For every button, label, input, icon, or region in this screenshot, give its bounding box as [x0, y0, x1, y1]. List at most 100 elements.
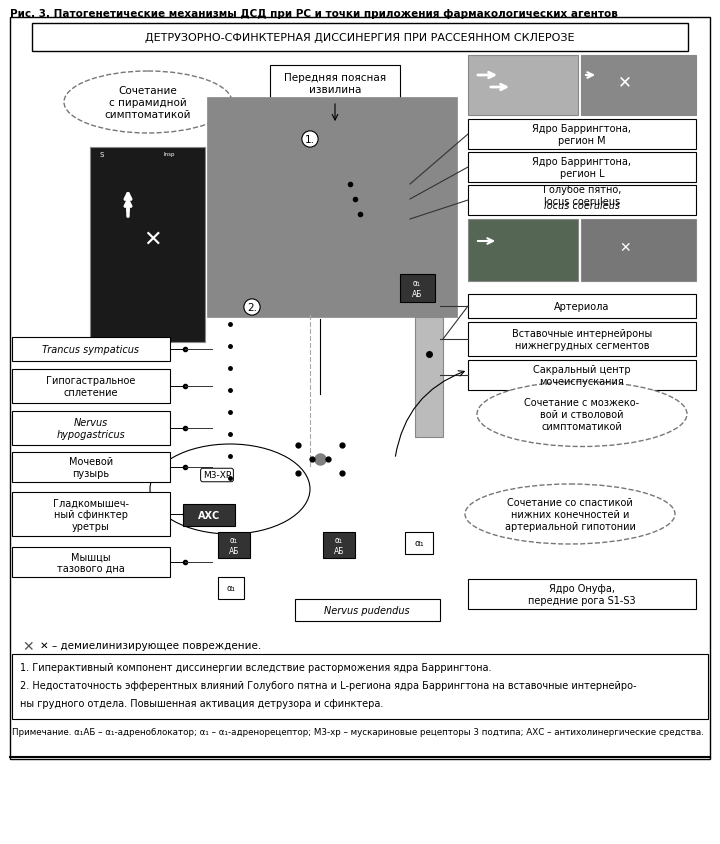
FancyBboxPatch shape	[468, 322, 696, 356]
FancyBboxPatch shape	[581, 56, 696, 116]
Ellipse shape	[291, 463, 313, 479]
Ellipse shape	[221, 416, 239, 432]
FancyBboxPatch shape	[468, 120, 696, 150]
Text: α₁
АБ: α₁ АБ	[412, 279, 422, 298]
Text: Примечание. α₁АБ – α₁-адреноблокатор; α₁ – α₁-адренорецептор; М3-хр – мускаринов: Примечание. α₁АБ – α₁-адреноблокатор; α₁…	[12, 728, 704, 736]
FancyBboxPatch shape	[323, 533, 355, 559]
Ellipse shape	[107, 189, 187, 203]
FancyBboxPatch shape	[468, 360, 696, 391]
Ellipse shape	[221, 328, 239, 344]
FancyBboxPatch shape	[12, 654, 708, 719]
Ellipse shape	[64, 72, 232, 134]
FancyBboxPatch shape	[12, 412, 170, 446]
Ellipse shape	[221, 372, 239, 388]
Ellipse shape	[130, 208, 164, 219]
FancyBboxPatch shape	[207, 98, 457, 317]
Ellipse shape	[107, 261, 187, 274]
Ellipse shape	[317, 143, 377, 192]
Ellipse shape	[130, 191, 164, 201]
FancyBboxPatch shape	[581, 219, 696, 282]
Ellipse shape	[465, 484, 675, 544]
Text: α₁
АБ: α₁ АБ	[229, 536, 239, 555]
Text: ✕ – демиелинизирующее повреждение.: ✕ – демиелинизирующее повреждение.	[40, 641, 261, 650]
Ellipse shape	[381, 372, 399, 388]
Ellipse shape	[212, 103, 452, 312]
Ellipse shape	[130, 316, 164, 327]
Text: 2.: 2.	[247, 303, 257, 312]
FancyBboxPatch shape	[415, 317, 443, 437]
FancyBboxPatch shape	[218, 577, 244, 599]
FancyBboxPatch shape	[90, 148, 205, 343]
Text: ✕: ✕	[144, 230, 162, 250]
Ellipse shape	[221, 461, 239, 476]
FancyBboxPatch shape	[468, 186, 696, 216]
Ellipse shape	[221, 350, 239, 366]
Ellipse shape	[107, 315, 187, 328]
Ellipse shape	[107, 243, 187, 257]
Text: Голубое пятно,
locus coeruleus: Голубое пятно, locus coeruleus	[543, 185, 621, 207]
Ellipse shape	[381, 461, 399, 476]
Ellipse shape	[107, 279, 187, 293]
Ellipse shape	[107, 225, 187, 239]
FancyBboxPatch shape	[12, 548, 170, 577]
Ellipse shape	[322, 235, 402, 290]
FancyBboxPatch shape	[295, 599, 440, 621]
Text: ✕: ✕	[338, 153, 353, 170]
Ellipse shape	[130, 227, 164, 236]
Ellipse shape	[150, 445, 310, 534]
Text: α₁
АБ: α₁ АБ	[334, 536, 344, 555]
Text: 2. Недостаточность эфферентных влияний Голубого пятна и L-региона ядра Баррингто: 2. Недостаточность эфферентных влияний Г…	[20, 680, 636, 690]
Ellipse shape	[107, 207, 187, 221]
FancyBboxPatch shape	[468, 153, 696, 183]
Text: Сочетание с мозжеко-
вой и стволовой
симптоматикой: Сочетание с мозжеко- вой и стволовой сим…	[524, 398, 639, 431]
FancyBboxPatch shape	[468, 219, 578, 282]
Text: Передняя поясная
извилина: Передняя поясная извилина	[284, 73, 386, 95]
FancyBboxPatch shape	[270, 66, 400, 102]
Text: Trancus sympaticus: Trancus sympaticus	[42, 344, 140, 354]
Ellipse shape	[237, 113, 427, 283]
FancyBboxPatch shape	[468, 579, 696, 609]
Text: Nervus pudendus: Nervus pudendus	[324, 605, 410, 615]
Ellipse shape	[252, 228, 352, 288]
Ellipse shape	[130, 262, 164, 273]
FancyBboxPatch shape	[218, 533, 250, 559]
Ellipse shape	[292, 197, 392, 257]
Text: ✕: ✕	[618, 73, 632, 91]
Ellipse shape	[107, 170, 187, 185]
Text: Nervus
hypogastricus: Nervus hypogastricus	[57, 418, 125, 439]
Text: ✕: ✕	[287, 299, 302, 316]
Text: Сакральный центр
мочеиспускания: Сакральный центр мочеиспускания	[534, 365, 631, 387]
Text: Гипогастральное
сплетение: Гипогастральное сплетение	[46, 376, 135, 398]
Ellipse shape	[381, 394, 399, 410]
Text: Insp: Insp	[163, 152, 175, 157]
Ellipse shape	[107, 153, 187, 167]
FancyBboxPatch shape	[12, 338, 170, 361]
Ellipse shape	[221, 439, 239, 454]
Ellipse shape	[415, 432, 443, 442]
Ellipse shape	[130, 245, 164, 255]
FancyBboxPatch shape	[10, 18, 710, 759]
Text: α₁: α₁	[227, 584, 235, 592]
FancyBboxPatch shape	[32, 24, 688, 52]
FancyBboxPatch shape	[12, 492, 170, 537]
Ellipse shape	[250, 394, 390, 524]
Ellipse shape	[291, 440, 313, 456]
Bar	[317, 257, 347, 317]
FancyBboxPatch shape	[400, 274, 435, 303]
Ellipse shape	[107, 296, 187, 311]
Text: Рис. 3. Патогенетические механизмы ДСД при РС и точки приложения фармакологическ: Рис. 3. Патогенетические механизмы ДСД п…	[10, 9, 618, 19]
FancyBboxPatch shape	[468, 56, 578, 116]
Ellipse shape	[130, 154, 164, 165]
Ellipse shape	[221, 394, 239, 410]
Text: М3-ХР: М3-ХР	[203, 471, 231, 480]
Ellipse shape	[381, 328, 399, 344]
Text: α₁: α₁	[414, 538, 424, 548]
Text: Сочетание со спастикой
нижних конечностей и
артериальной гипотонии: Сочетание со спастикой нижних конечносте…	[505, 498, 636, 531]
Ellipse shape	[415, 312, 443, 322]
FancyBboxPatch shape	[183, 505, 235, 527]
Text: 1. Гиперактивный компонент диссинергии вследствие расторможения ядра Баррингтона: 1. Гиперактивный компонент диссинергии в…	[20, 663, 492, 672]
Ellipse shape	[130, 299, 164, 309]
Ellipse shape	[272, 143, 352, 213]
Text: Ядро Онуфа,
передние рога S1-S3: Ядро Онуфа, передние рога S1-S3	[528, 583, 636, 605]
Text: ДЕТРУЗОРНО-СФИНКТЕРНАЯ ДИССИНЕРГИЯ ПРИ РАССЕЯННОМ СКЛЕРОЗЕ: ДЕТРУЗОРНО-СФИНКТЕРНАЯ ДИССИНЕРГИЯ ПРИ Р…	[145, 33, 575, 43]
